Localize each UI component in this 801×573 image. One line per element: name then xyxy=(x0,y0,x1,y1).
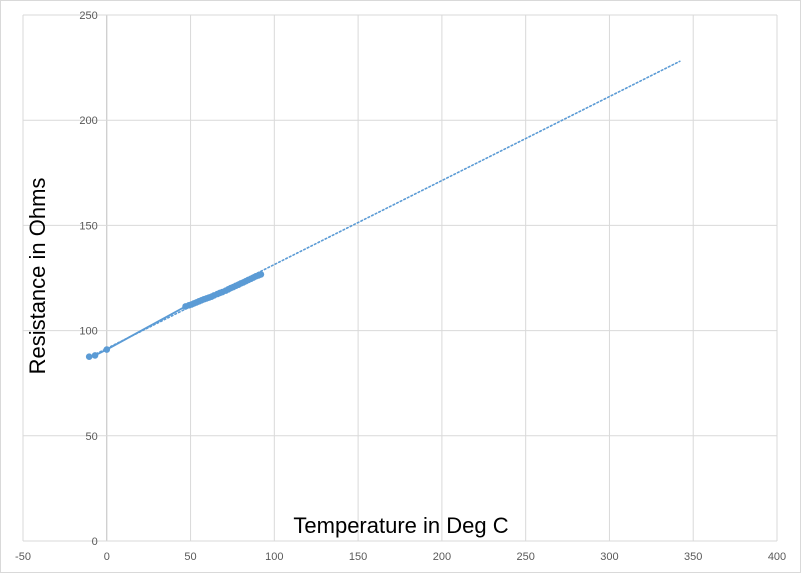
y-axis-title: Resistance in Ohms xyxy=(25,178,50,375)
x-tick-label: 350 xyxy=(684,551,702,563)
y-tick-label: 0 xyxy=(92,536,98,548)
x-axis-tick-labels: -50 0 50 100 150 200 250 300 350 400 xyxy=(15,551,786,563)
trendline-layer xyxy=(88,60,681,359)
y-tick-label: 150 xyxy=(79,220,97,232)
y-tick-label: 100 xyxy=(79,326,97,338)
x-tick-label: 250 xyxy=(516,551,534,563)
y-tick-label: 200 xyxy=(79,115,97,127)
gridlines xyxy=(22,14,778,542)
x-tick-label: 100 xyxy=(265,551,283,563)
trendline xyxy=(88,60,681,359)
x-tick-label: 50 xyxy=(184,551,196,563)
x-tick-label: 0 xyxy=(104,551,110,563)
data-points xyxy=(85,271,265,360)
x-axis-title: Temperature in Deg C xyxy=(293,513,508,538)
data-point xyxy=(103,346,111,353)
x-tick-label: 200 xyxy=(433,551,451,563)
data-point xyxy=(91,352,99,359)
y-axis-tick-labels: 0 50 100 150 200 250 xyxy=(79,10,97,548)
x-tick-label: 300 xyxy=(600,551,618,563)
y-tick-label: 250 xyxy=(79,10,97,22)
x-tick-label: 150 xyxy=(349,551,367,563)
data-point xyxy=(257,271,265,278)
data-point xyxy=(85,353,93,360)
y-tick-label: 50 xyxy=(86,431,98,443)
x-tick-label: 400 xyxy=(768,551,786,563)
x-tick-label: -50 xyxy=(15,551,31,563)
